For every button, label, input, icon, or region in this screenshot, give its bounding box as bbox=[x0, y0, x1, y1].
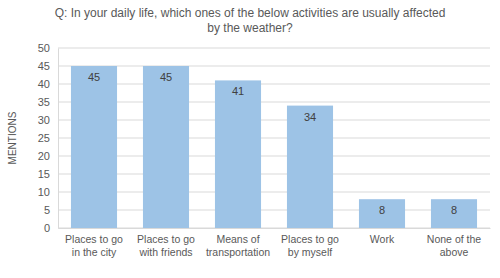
data-labels: 45 45 41 34 8 8 bbox=[88, 71, 457, 216]
bar bbox=[215, 80, 261, 228]
x-axis: Places to goin the cityPlaces to gowith … bbox=[59, 228, 491, 258]
x-tick-label: Means oftransportation bbox=[206, 233, 270, 258]
bars bbox=[71, 66, 477, 228]
text-line: Places to go bbox=[281, 233, 339, 245]
bar bbox=[287, 106, 333, 228]
text-line: Means of bbox=[216, 233, 259, 245]
x-tick: Means oftransportation bbox=[206, 228, 270, 258]
text-line: by myself bbox=[288, 246, 332, 258]
bar bbox=[143, 66, 189, 228]
y-tick-label: 30 bbox=[38, 114, 50, 126]
x-tick-label: Places to gowith friends bbox=[137, 233, 195, 258]
grid bbox=[58, 48, 490, 228]
bar bbox=[71, 66, 117, 228]
y-tick-label: 0 bbox=[44, 222, 50, 234]
y-tick: 35 bbox=[38, 96, 58, 108]
y-tick-label: 10 bbox=[38, 186, 50, 198]
y-tick-label: 25 bbox=[38, 132, 50, 144]
grid-line bbox=[58, 210, 490, 211]
y-tick-label: 45 bbox=[38, 60, 50, 72]
x-tick: Places to goin the city bbox=[65, 228, 123, 258]
y-tick: 40 bbox=[38, 78, 58, 90]
text-line: Places to go bbox=[137, 233, 195, 245]
grid-line bbox=[58, 228, 490, 229]
y-tick: 0 bbox=[44, 222, 58, 234]
x-tick-label: Work bbox=[370, 233, 395, 245]
y-tick-label: 40 bbox=[38, 78, 50, 90]
y-tick: 50 bbox=[38, 42, 58, 54]
data-label: 41 bbox=[232, 85, 244, 97]
text-line: Q: In your daily life, which ones of the… bbox=[55, 6, 446, 20]
grid-line bbox=[58, 192, 490, 193]
plot: 05101520253035404550Places to goin the c… bbox=[38, 42, 491, 258]
data-label: 45 bbox=[88, 71, 100, 83]
grid-line bbox=[58, 156, 490, 157]
data-label: 45 bbox=[160, 71, 172, 83]
data-label: 8 bbox=[451, 204, 457, 216]
y-tick: 15 bbox=[38, 168, 58, 180]
grid-line bbox=[58, 48, 490, 49]
grid-line bbox=[58, 102, 490, 103]
y-tick: 30 bbox=[38, 114, 58, 126]
data-label: 8 bbox=[379, 204, 385, 216]
x-tick: Work bbox=[370, 228, 395, 245]
text-line: above bbox=[440, 246, 469, 258]
y-axis: 0 5 10 15 20 25 30 35 40 45 50 bbox=[38, 42, 59, 234]
text-line: in the city bbox=[72, 246, 117, 258]
y-tick-label: 15 bbox=[38, 168, 50, 180]
grid-line bbox=[58, 174, 490, 175]
grid-line bbox=[58, 138, 490, 139]
x-axis-line bbox=[59, 228, 491, 229]
y-tick: 45 bbox=[38, 60, 58, 72]
y-tick-label: 5 bbox=[44, 204, 50, 216]
grid-line bbox=[58, 66, 490, 67]
text-line: Places to go bbox=[65, 233, 123, 245]
y-tick: 10 bbox=[38, 186, 58, 198]
y-tick-label: 20 bbox=[38, 150, 50, 162]
text-line: transportation bbox=[206, 246, 270, 258]
title: Q: In your daily life, which ones of the… bbox=[55, 6, 446, 35]
y-tick: 20 bbox=[38, 150, 58, 162]
bar bbox=[359, 199, 405, 228]
y-tick-label: 50 bbox=[38, 42, 50, 54]
text-line: None of the bbox=[427, 233, 481, 245]
y-axis-line bbox=[58, 49, 59, 229]
text-line: Work bbox=[370, 233, 395, 245]
x-tick: Places to goby myself bbox=[281, 228, 339, 258]
x-tick-label: Places to goby myself bbox=[281, 233, 339, 258]
x-tick: Places to gowith friends bbox=[137, 228, 195, 258]
x-tick-label: Places to goin the city bbox=[65, 233, 123, 258]
text-line: by the weather? bbox=[207, 21, 293, 35]
x-tick: None of theabove bbox=[427, 228, 481, 258]
grid-line bbox=[58, 120, 490, 121]
y-tick: 5 bbox=[44, 204, 58, 216]
data-label: 34 bbox=[304, 111, 316, 123]
y-axis-title: MENTIONS bbox=[7, 111, 18, 164]
grid-line bbox=[58, 84, 490, 85]
chart: Q: In your daily life, which ones of the… bbox=[0, 0, 500, 278]
x-tick-label: None of theabove bbox=[427, 233, 481, 258]
y-tick: 25 bbox=[38, 132, 58, 144]
text-line: with friends bbox=[138, 246, 192, 258]
bar bbox=[431, 199, 477, 228]
y-tick-label: 35 bbox=[38, 96, 50, 108]
